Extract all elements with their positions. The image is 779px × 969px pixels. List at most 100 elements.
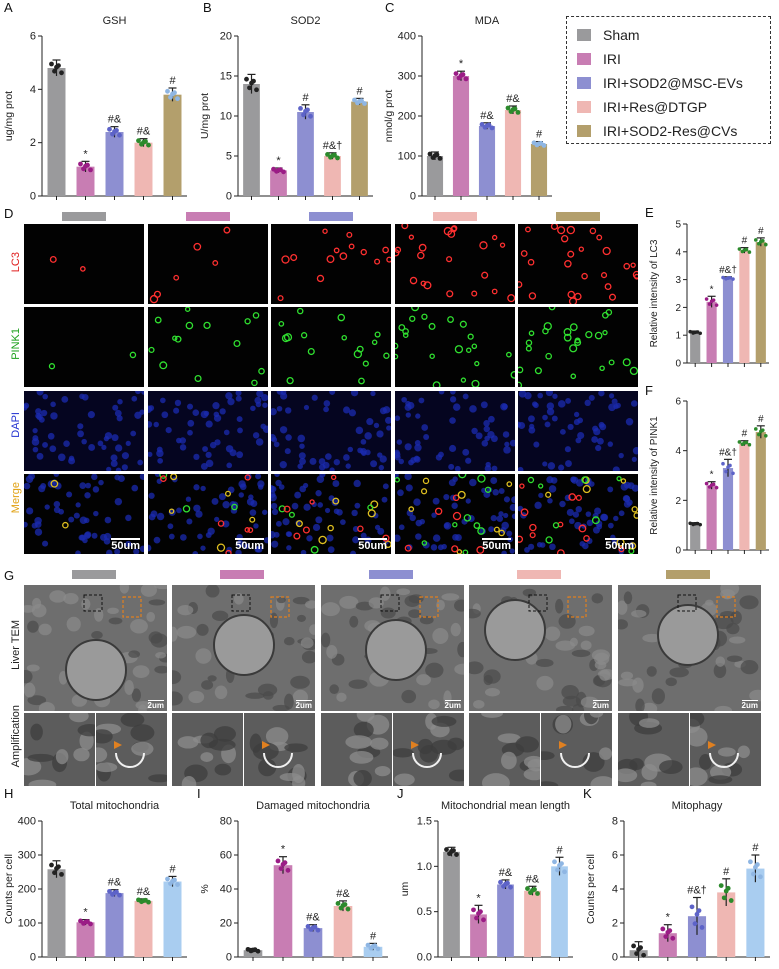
mitochondrion [130, 724, 155, 742]
signal-dot [149, 294, 159, 304]
y-tick-label: 5 [675, 220, 681, 231]
autophagosome [412, 752, 442, 768]
organelle [196, 623, 209, 636]
data-point [454, 852, 459, 857]
nucleus-dot [608, 403, 616, 412]
nucleus-dot [586, 537, 593, 545]
signal-dot [401, 224, 409, 230]
signal-dot [545, 352, 553, 360]
bar [297, 112, 314, 196]
fluorescence-texture [48, 351, 137, 370]
nucleus-dot [87, 411, 95, 419]
data-point [362, 101, 367, 106]
nucleus-dot [531, 401, 538, 407]
signal-dot [591, 516, 600, 525]
mitochondrion [96, 729, 113, 744]
chart-title: Mitophagy [672, 800, 723, 812]
nucleus-dot [452, 403, 461, 411]
data-point [742, 248, 747, 252]
nucleus-dot [98, 479, 104, 486]
nucleus-dot [148, 544, 152, 552]
y-tick-label: 200 [398, 111, 416, 123]
organelle [443, 690, 452, 706]
nucleus-dot [280, 392, 288, 400]
organelle [130, 618, 148, 634]
nucleus-dot [413, 498, 421, 506]
mitochondrion [690, 767, 708, 786]
nucleus-dot [235, 395, 242, 402]
nucleus-dot [153, 536, 161, 544]
y-tick-label: 400 [18, 816, 36, 828]
signal-dot [310, 545, 319, 554]
nucleus-dot [38, 485, 46, 493]
significance-label: #& [306, 912, 320, 924]
mitochondrion [265, 727, 289, 746]
organelle [740, 659, 759, 675]
nucleus-dot [386, 425, 391, 431]
nucleus-dot [243, 543, 250, 550]
data-point [308, 113, 313, 119]
mitochondrion [252, 742, 279, 761]
signal-dot [545, 491, 552, 498]
nucleus-dot [323, 406, 329, 413]
group-color-bar [220, 570, 264, 579]
nucleus-dot [350, 391, 359, 397]
legend-item-sod2-msc: IRI+SOD2@MSC-EVs [577, 73, 743, 93]
data-point [165, 88, 170, 94]
organelle [93, 608, 104, 622]
significance-label: # [723, 866, 730, 878]
nucleus-dot [75, 502, 81, 508]
nucleus-dot [209, 441, 217, 449]
organelle [205, 585, 220, 598]
signal-dot [563, 328, 572, 336]
nucleus-dot [167, 523, 174, 530]
signal-dot [566, 225, 576, 235]
nucleus-dot [465, 457, 472, 464]
amplification-image [469, 713, 540, 786]
signal-dot [307, 347, 315, 356]
nucleus-dot [414, 439, 421, 446]
organelle [436, 599, 445, 611]
nucleus-dot [156, 449, 164, 458]
nucleus-dot [250, 405, 256, 412]
data-point [704, 297, 709, 301]
nucleus-dot [309, 457, 317, 465]
panel-label-c: C [385, 0, 395, 15]
data-point [759, 429, 763, 434]
nucleus-dot [253, 523, 259, 529]
y-tick-label: 300 [398, 71, 416, 83]
data-point [693, 522, 697, 526]
nucleus-dot [271, 408, 277, 416]
signal-dot [370, 500, 379, 509]
data-point [726, 276, 730, 280]
nucleus-dot [487, 431, 495, 439]
signal-dot [628, 542, 637, 550]
nucleus-dot [545, 391, 554, 397]
data-point [280, 861, 286, 867]
data-point [345, 906, 351, 912]
signal-dot [518, 366, 524, 374]
nucleus-dot [607, 522, 614, 529]
nucleus-dot [449, 417, 456, 424]
panel-label-i: I [197, 786, 201, 801]
signal-dot [452, 511, 462, 521]
chart-c-mda: MDA 0 100 200 300 400 nmol/g prot * #& #& # [383, 15, 552, 203]
tem-image: 2um [172, 585, 315, 711]
fluorescence-texture [395, 391, 515, 471]
organelle [618, 600, 628, 615]
amplification-image [244, 713, 315, 786]
nucleus-dot [73, 512, 80, 519]
data-point [427, 151, 433, 157]
mitochondrion [481, 713, 503, 718]
signal-dot [49, 255, 57, 263]
nucleus-dot [385, 416, 391, 424]
nucleus-dot [527, 415, 535, 423]
significance-label: * [276, 155, 281, 167]
signal-dot [341, 334, 348, 341]
nucleus-dot [607, 486, 614, 493]
amplification-texture [177, 726, 236, 786]
signal-dot [154, 316, 162, 324]
nucleus-dot [379, 407, 387, 415]
nucleus-dot [511, 513, 515, 520]
signal-dot [446, 256, 453, 263]
